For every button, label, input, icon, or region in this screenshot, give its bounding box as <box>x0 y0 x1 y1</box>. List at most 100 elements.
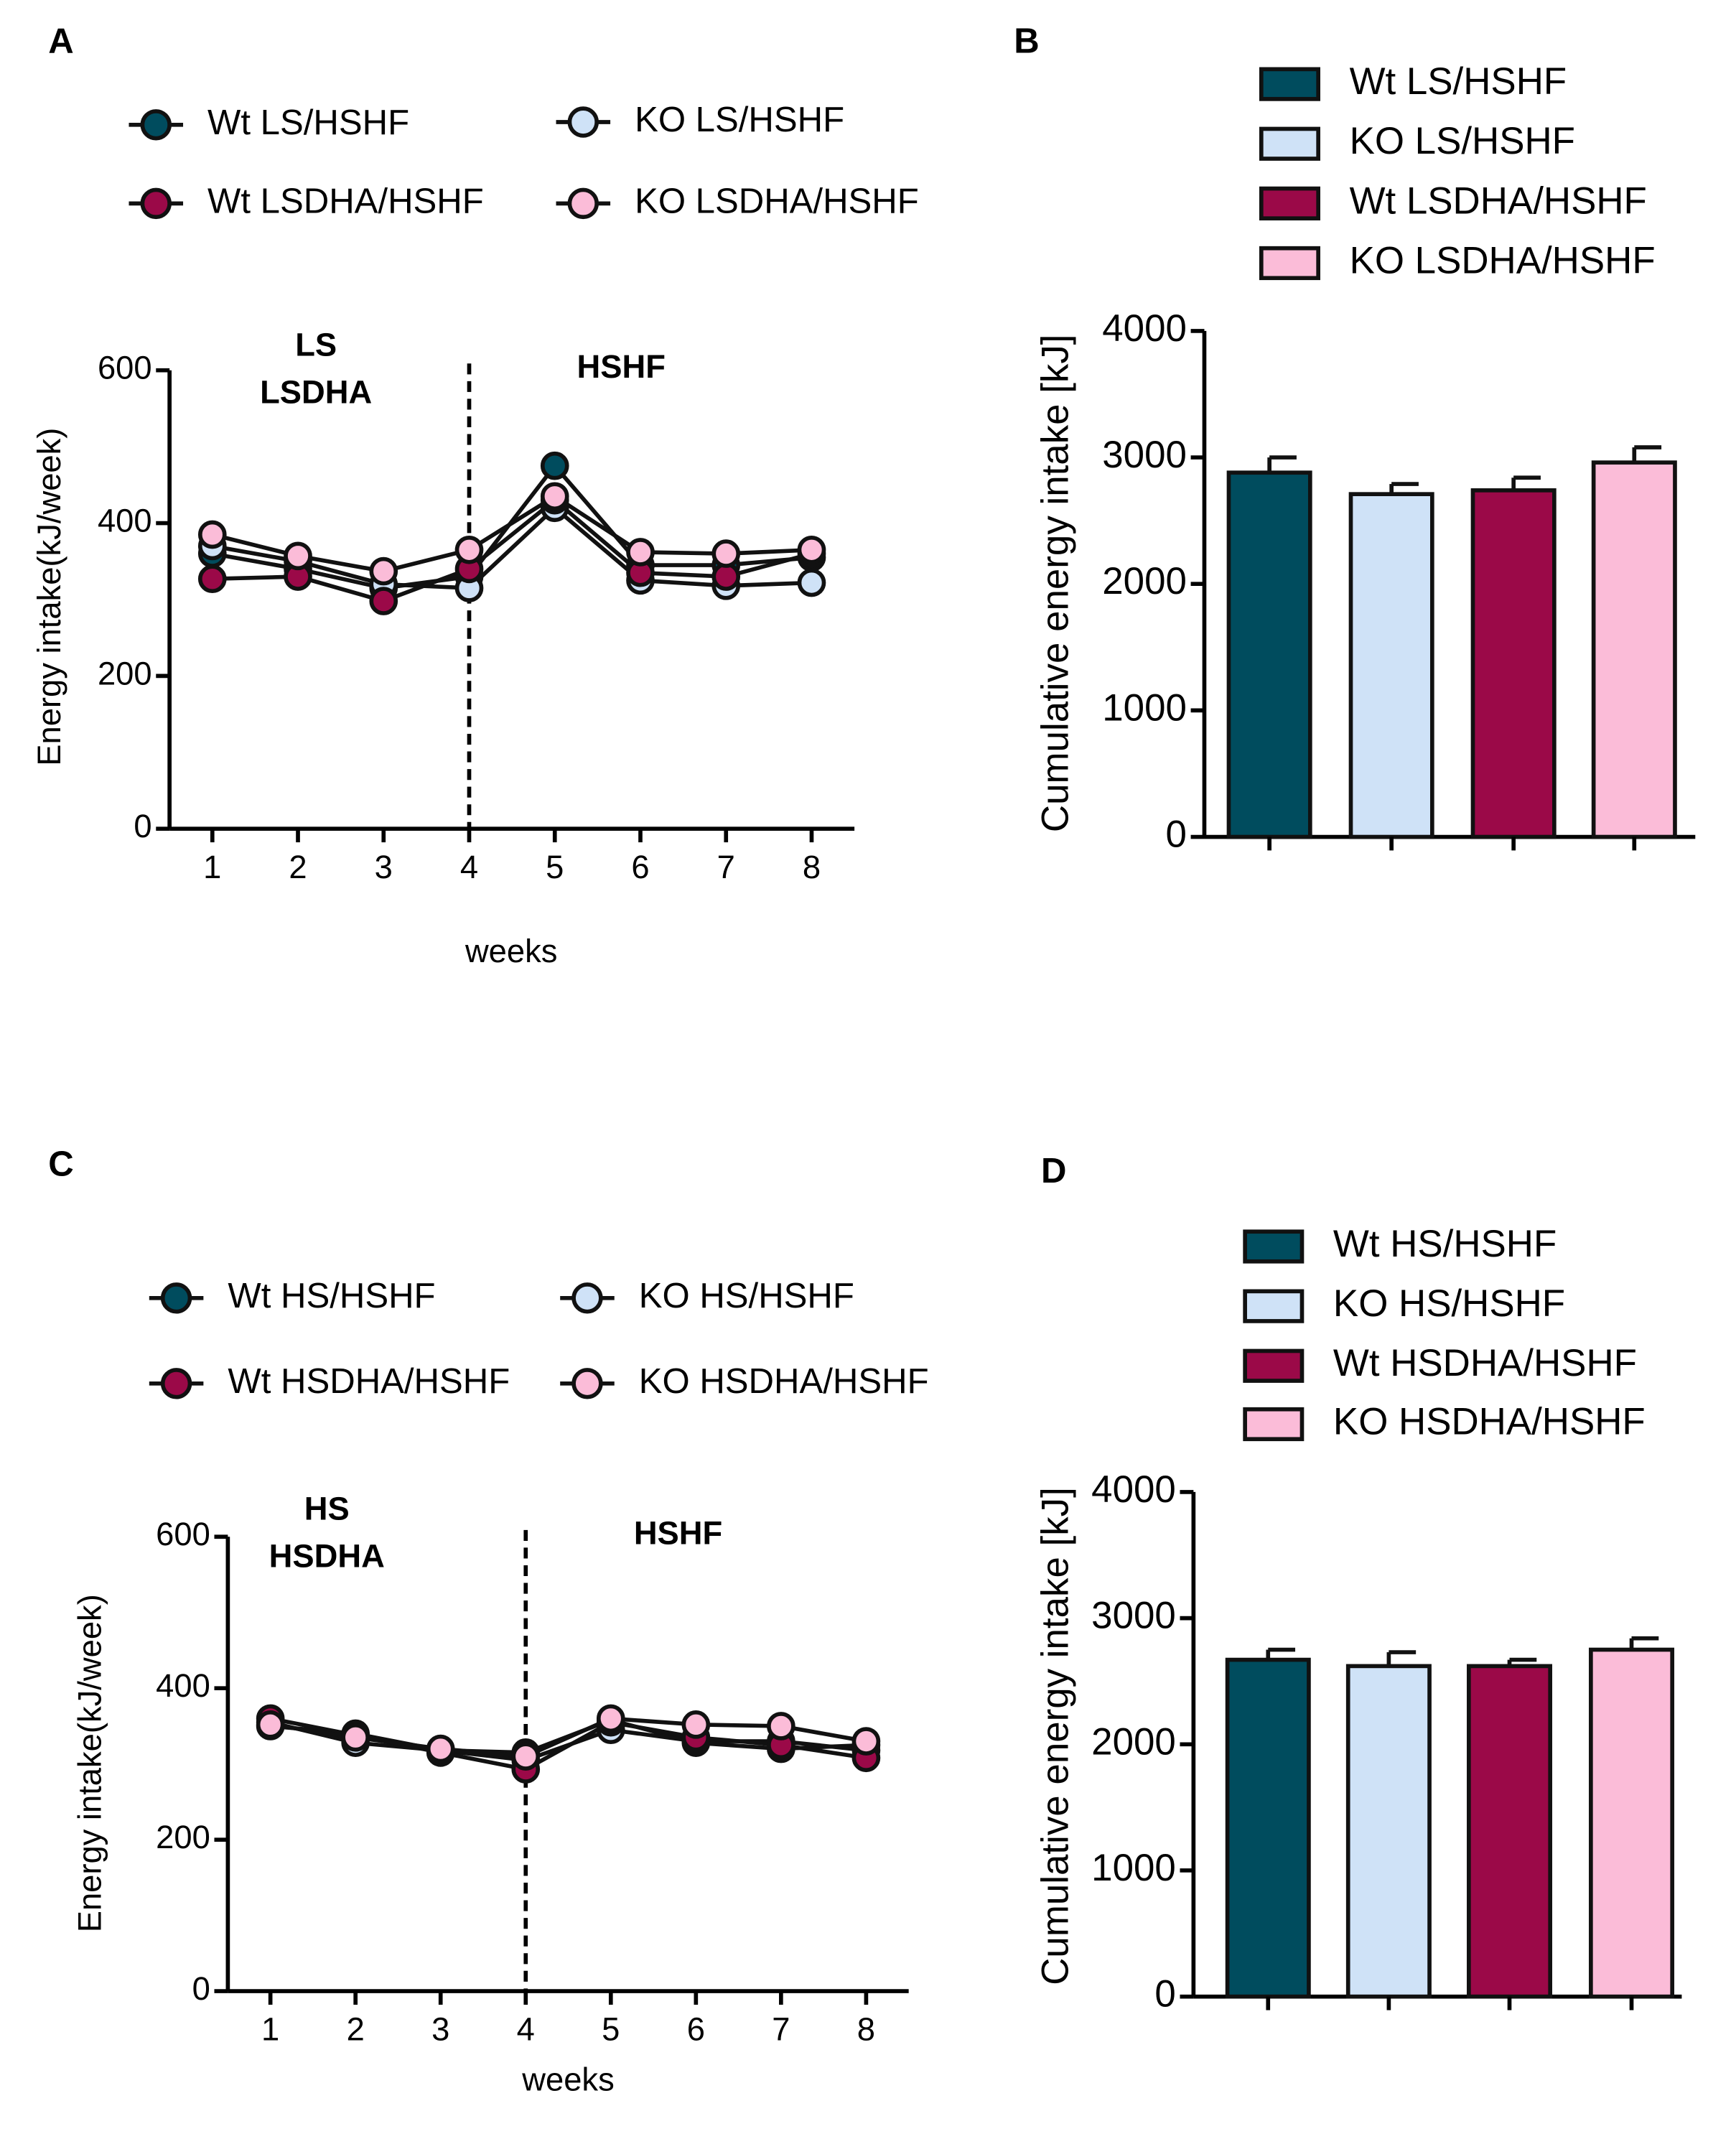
x-tick-label: 4 <box>517 2011 535 2048</box>
legend-swatch <box>1259 246 1320 281</box>
y-tick-label: 400 <box>98 503 152 539</box>
legend-marker <box>160 1282 192 1314</box>
x-tick-label: 3 <box>431 2011 449 2048</box>
phase-label: LS <box>295 327 337 363</box>
y-tick-label: 400 <box>156 1667 210 1704</box>
panel-letter: A <box>48 22 73 60</box>
series-line <box>212 497 813 604</box>
phase-label: HS <box>304 1490 350 1527</box>
bar <box>1226 470 1312 839</box>
data-point <box>197 564 227 594</box>
legend-label: Wt LSDHA/HSHF <box>1350 180 1647 222</box>
data-point <box>511 1742 541 1771</box>
series-line <box>212 505 812 590</box>
y-tick-label: 4000 <box>1091 1468 1176 1511</box>
y-tick-label: 0 <box>134 808 151 844</box>
bar <box>1225 1657 1311 1999</box>
phase-label: LSDHA <box>260 374 372 411</box>
legend-marker <box>571 1368 603 1399</box>
y-tick-label: 1000 <box>1102 686 1187 729</box>
y-axis-label: Cumulative energy intake [kJ] <box>1034 334 1076 832</box>
panel-letter: B <box>1014 22 1039 60</box>
y-tick-label: 3000 <box>1091 1595 1176 1637</box>
x-tick-label: 5 <box>546 849 564 885</box>
data-point <box>797 535 826 564</box>
legend-label: Wt HSDHA/HSHF <box>228 1362 510 1401</box>
y-tick-label: 0 <box>1154 1973 1175 2015</box>
data-point <box>681 1710 711 1739</box>
legend-marker <box>160 1368 192 1399</box>
y-tick-label: 2000 <box>1091 1720 1176 1763</box>
data-point <box>596 1704 625 1733</box>
phase-label: HSHF <box>634 1514 722 1551</box>
legend-swatch <box>1243 1407 1305 1442</box>
x-tick-label: 8 <box>803 849 821 885</box>
bar <box>1589 1647 1675 1999</box>
legend-label: KO LS/HSHF <box>1350 120 1575 162</box>
y-axis-label: Cumulative energy intake [kJ] <box>1034 1487 1076 1985</box>
y-axis-label: Energy intake(kJ/week) <box>31 428 67 766</box>
panel-letter: D <box>1041 1152 1066 1190</box>
data-point <box>540 451 569 480</box>
bar <box>1467 1664 1553 1999</box>
legend-marker <box>140 187 172 220</box>
legend-swatch <box>1243 1289 1305 1323</box>
y-tick-label: 1000 <box>1091 1847 1176 1889</box>
data-point <box>454 535 484 564</box>
phase-label: HSDHA <box>269 1537 385 1574</box>
legend-label: KO LSDHA/HSHF <box>1350 239 1656 281</box>
legend-label: KO LS/HSHF <box>635 101 844 139</box>
legend-label: KO HSDHA/HSHF <box>639 1362 929 1401</box>
legend-label: Wt LS/HSHF <box>1350 60 1567 103</box>
y-tick-label: 0 <box>1166 814 1187 856</box>
y-tick-label: 3000 <box>1102 434 1187 476</box>
x-tick-label: 6 <box>631 849 649 885</box>
x-tick-label: 7 <box>772 2011 790 2048</box>
x-tick-label: 3 <box>375 849 393 885</box>
x-axis-label: weeks <box>521 2061 614 2098</box>
data-point <box>540 482 569 511</box>
x-tick-label: 1 <box>261 2011 279 2048</box>
data-point <box>711 539 741 568</box>
bar <box>1345 1664 1432 1999</box>
bar <box>1591 460 1677 839</box>
panel-letter: C <box>48 1145 73 1184</box>
y-tick-label: 0 <box>192 1970 210 2007</box>
x-tick-label: 5 <box>602 2011 620 2048</box>
legend-swatch <box>1243 1348 1305 1383</box>
legend-label: Wt LS/HSHF <box>207 103 409 142</box>
x-axis-label: weeks <box>465 933 557 969</box>
legend-label: Wt LSDHA/HSHF <box>207 182 484 220</box>
legend-marker <box>567 187 599 220</box>
data-point <box>341 1723 370 1752</box>
x-tick-label: 1 <box>203 849 221 885</box>
legend-swatch <box>1243 1229 1305 1264</box>
data-point <box>369 556 398 586</box>
data-point <box>256 1710 285 1739</box>
data-point <box>284 541 312 571</box>
legend-label: KO HS/HSHF <box>639 1277 854 1315</box>
phase-label: HSHF <box>577 348 665 385</box>
legend-swatch <box>1259 186 1320 220</box>
y-tick-label: 4000 <box>1102 307 1187 350</box>
x-tick-label: 2 <box>289 849 307 885</box>
legend-marker <box>571 1282 603 1314</box>
legend-label: KO LSDHA/HSHF <box>635 182 919 220</box>
legend-marker <box>567 106 599 138</box>
data-point <box>426 1734 455 1763</box>
data-point <box>797 568 826 597</box>
legend-marker <box>140 109 172 141</box>
x-tick-label: 7 <box>717 849 735 885</box>
legend-swatch <box>1259 126 1320 161</box>
x-tick-label: 2 <box>347 2011 365 2048</box>
y-axis-label: Energy intake(kJ/week) <box>71 1594 108 1932</box>
x-tick-label: 4 <box>460 849 478 885</box>
data-point <box>197 520 227 549</box>
data-point <box>767 1712 795 1740</box>
y-tick-label: 200 <box>98 655 152 691</box>
data-point <box>851 1727 881 1756</box>
legend-label: Wt HS/HSHF <box>228 1277 435 1315</box>
legend-label: KO HSDHA/HSHF <box>1333 1400 1646 1443</box>
